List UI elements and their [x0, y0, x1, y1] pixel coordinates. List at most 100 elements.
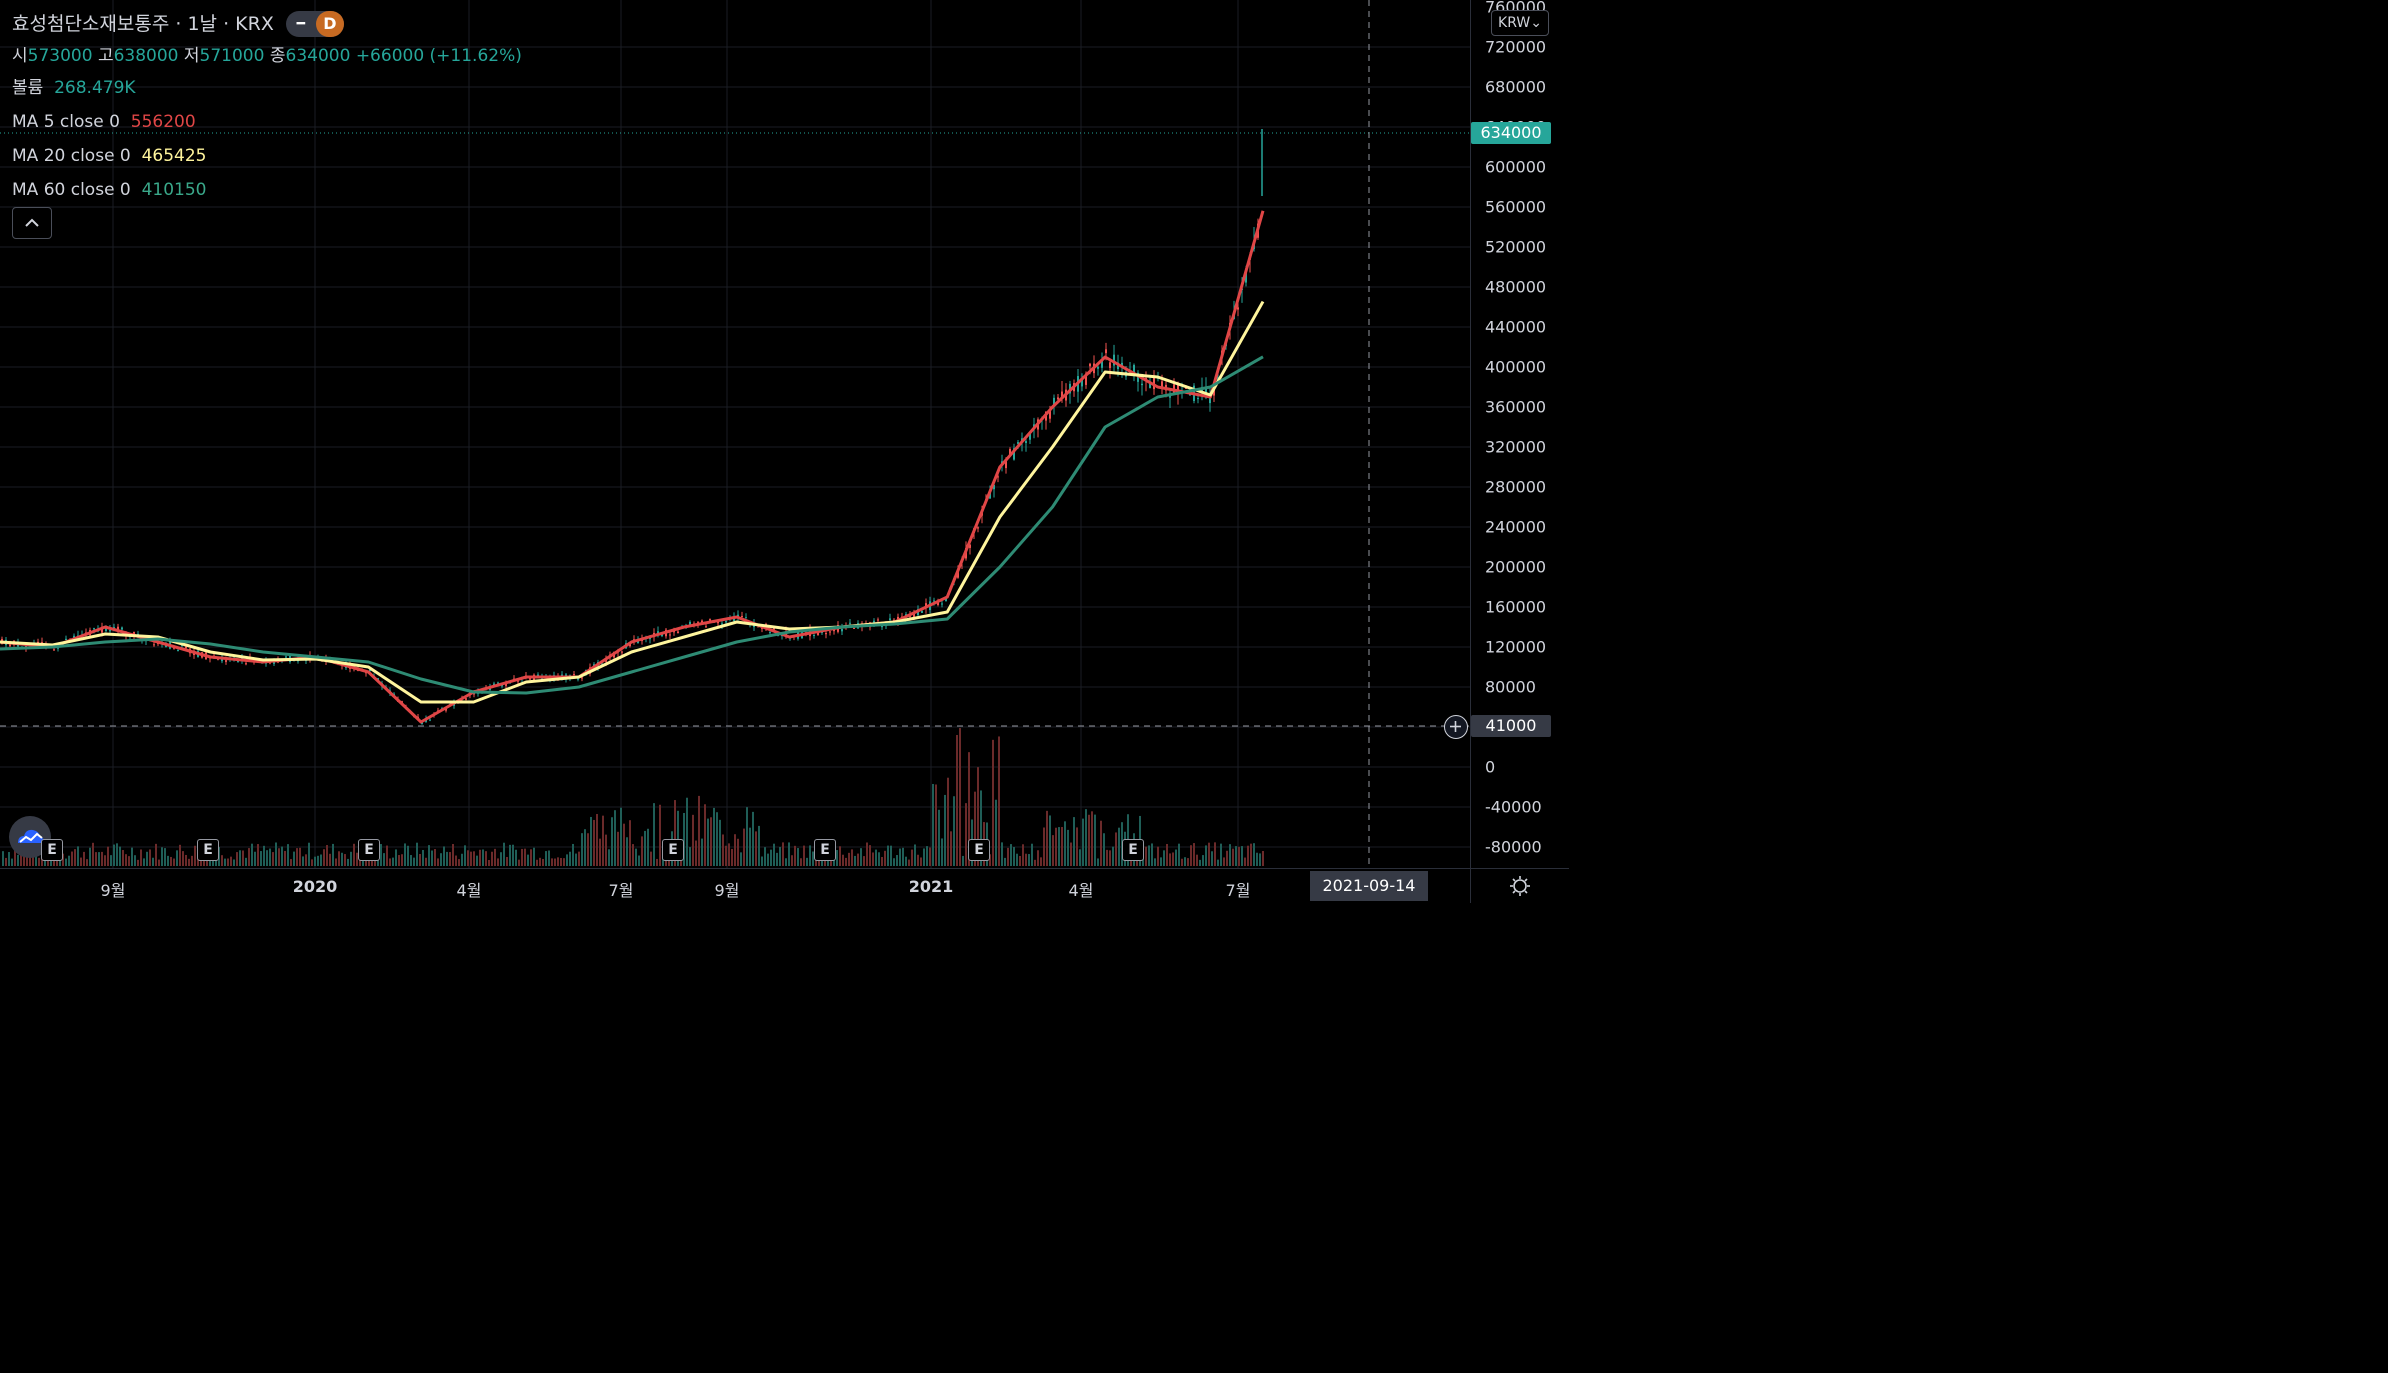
volume-bar — [698, 795, 700, 866]
volume-bar — [497, 858, 499, 866]
candle-body — [1185, 387, 1187, 389]
volume-bar — [221, 855, 223, 866]
price-axis[interactable]: 7200006800006400006000005600005200004800… — [1470, 0, 1569, 868]
settings-corner[interactable] — [1470, 868, 1569, 903]
volume-bar — [515, 849, 517, 866]
price-tick-label: 520000 — [1485, 237, 1547, 257]
volume-bar — [293, 851, 295, 866]
volume-bar — [254, 851, 256, 866]
candle-body — [941, 603, 943, 605]
volume-bar — [683, 812, 685, 866]
volume-bar — [635, 848, 637, 866]
volume-bar — [578, 851, 580, 866]
volume-bar — [581, 833, 583, 866]
volume-bar — [23, 851, 25, 866]
price-tick-label: -80000 — [1485, 837, 1542, 857]
time-label: 4월 — [1068, 881, 1094, 900]
earnings-marker[interactable]: E — [968, 839, 990, 861]
candle-body — [1161, 381, 1163, 389]
earnings-marker[interactable]: E — [662, 839, 684, 861]
volume-row[interactable]: 볼륨 268.479K — [12, 72, 522, 104]
add-alert-button[interactable] — [1444, 715, 1468, 739]
chart-pane[interactable]: 효성첨단소재보통주 · 1날 · KRX ━ D 시 573000 고 638000… — [0, 0, 1470, 868]
crosshair-date-label: 2021-09-14 — [1310, 871, 1428, 901]
price-tick-label: 200000 — [1485, 557, 1547, 577]
earnings-marker[interactable]: E — [814, 839, 836, 861]
earnings-marker[interactable]: E — [358, 839, 380, 861]
volume-bar — [5, 857, 7, 866]
exchange-label: KRX — [235, 13, 274, 35]
volume-bar — [425, 857, 427, 866]
candle-body — [429, 719, 431, 721]
volume-bar — [437, 858, 439, 866]
volume-bar — [533, 847, 535, 866]
status-pill[interactable]: ━ D — [285, 11, 344, 37]
volume-bar — [377, 855, 379, 866]
volume-bar — [1019, 855, 1021, 866]
volume-bar — [524, 848, 526, 866]
collapse-legend-button[interactable] — [12, 207, 52, 239]
volume-bar — [752, 811, 754, 866]
volume-bar — [692, 814, 694, 866]
legend: 효성첨단소재보통주 · 1날 · KRX ━ D 시 573000 고 638000… — [12, 8, 522, 206]
delayed-badge[interactable]: D — [315, 11, 344, 37]
volume-bar — [734, 834, 736, 866]
volume-bar — [1097, 858, 1099, 866]
currency-selector[interactable]: KRW⌄ — [1491, 10, 1549, 36]
candle-body — [1133, 365, 1135, 377]
indicator-ma20[interactable]: MA 20 close 0 465425 — [12, 140, 522, 172]
minus-icon[interactable]: ━ — [296, 16, 306, 32]
price-tick-label: 720000 — [1485, 37, 1547, 57]
volume-bar — [779, 846, 781, 866]
volume-bar — [14, 849, 16, 866]
volume-bar — [608, 849, 610, 866]
volume-bar — [356, 852, 358, 866]
volume-bar — [704, 804, 706, 866]
volume-bar — [758, 825, 760, 866]
volume-bar — [80, 857, 82, 866]
volume-bar — [827, 856, 829, 866]
earnings-marker[interactable]: E — [1122, 839, 1144, 861]
time-axis[interactable]: 9월 2020 4월 7월 9월 2021 4월 7월 2021-09-14 — [0, 868, 1470, 903]
indicator-ma5[interactable]: MA 5 close 0 556200 — [12, 106, 522, 138]
volume-bar — [938, 809, 940, 866]
earnings-marker[interactable]: E — [197, 839, 219, 861]
volume-bar — [248, 848, 250, 866]
candle-body — [245, 663, 247, 665]
candle-body — [997, 476, 999, 478]
volume-bar — [611, 817, 613, 866]
volume-bar — [599, 838, 601, 866]
price-chart[interactable] — [0, 0, 1470, 868]
volume-bar — [17, 854, 19, 866]
volume-bar — [845, 857, 847, 866]
close-label: 종 — [269, 46, 286, 66]
volume-bar — [137, 859, 139, 866]
volume-bar — [893, 858, 895, 866]
volume-bar — [1148, 845, 1150, 866]
volume-bar — [1073, 817, 1075, 866]
indicator-ma60[interactable]: MA 60 close 0 410150 — [12, 174, 522, 206]
symbol-name[interactable]: 효성첨단소재보통주 — [12, 13, 170, 35]
candle-body — [113, 627, 115, 629]
separator: · — [169, 13, 188, 35]
volume-bar — [116, 843, 118, 866]
volume-bar — [674, 800, 676, 866]
candle-body — [185, 646, 187, 649]
volume-bar — [71, 851, 73, 866]
volume-bar — [1181, 858, 1183, 866]
volume-bar — [176, 850, 178, 866]
volume-bar — [575, 853, 577, 866]
volume-bar — [923, 848, 925, 866]
interval-label[interactable]: 1날 — [187, 13, 218, 35]
volume-bar — [869, 845, 871, 866]
volume-bar — [866, 842, 868, 866]
volume-bar — [764, 847, 766, 866]
volume-bar — [737, 838, 739, 866]
volume-bar — [872, 852, 874, 866]
volume-bar — [266, 850, 268, 866]
volume-bar — [338, 851, 340, 866]
earnings-marker[interactable]: E — [41, 839, 63, 861]
volume-bar — [296, 848, 298, 866]
gear-icon[interactable] — [1471, 869, 1569, 903]
volume-bar — [1076, 827, 1078, 866]
